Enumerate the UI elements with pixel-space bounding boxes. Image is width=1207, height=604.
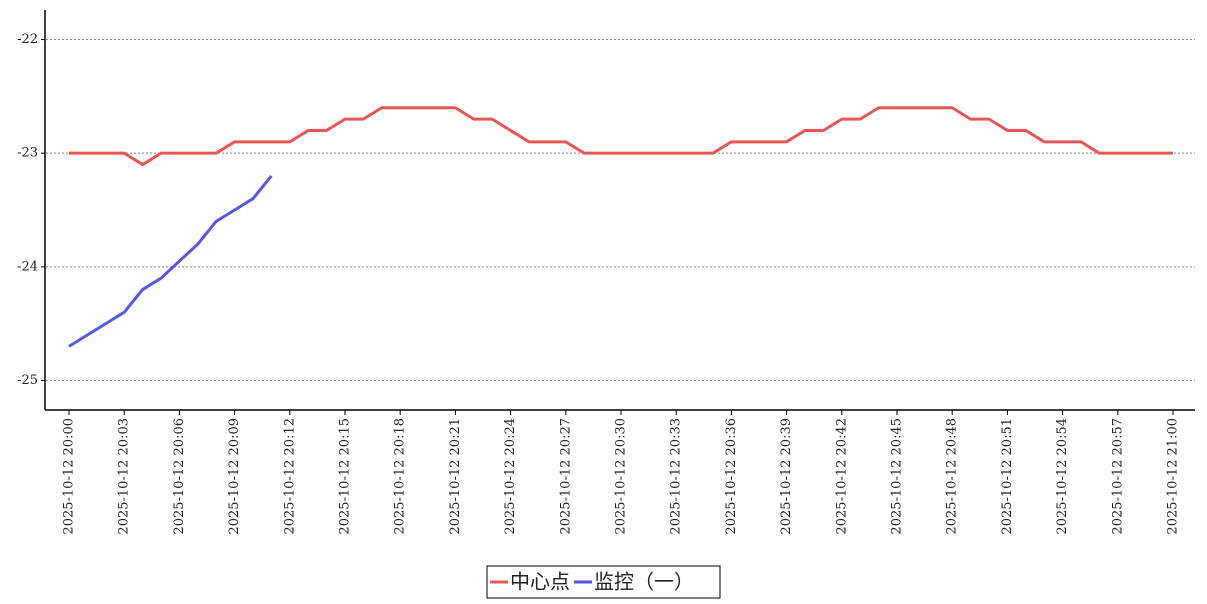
x-tick-label: 2025-10-12 20:00 <box>62 418 77 535</box>
y-tick-label: -25 <box>17 373 38 388</box>
x-tick-label: 2025-10-12 20:57 <box>1110 418 1125 535</box>
x-tick-label: 2025-10-12 20:27 <box>558 418 573 535</box>
x-tick-label: 2025-10-12 20:03 <box>117 418 132 535</box>
x-tick-label: 2025-10-12 20:45 <box>890 418 905 535</box>
legend-box <box>486 565 721 599</box>
legend-label: 中心点 <box>510 570 570 594</box>
x-tick-label: 2025-10-12 20:42 <box>834 418 849 535</box>
x-tick-label: 2025-10-12 20:48 <box>945 418 960 535</box>
legend-label: 监控（一） <box>594 570 694 594</box>
x-tick-label: 2025-10-12 20:54 <box>1055 418 1070 535</box>
x-tick-label: 2025-10-12 20:30 <box>614 418 629 535</box>
series-line <box>69 106 1173 167</box>
x-tick-label: 2025-10-12 20:33 <box>669 418 684 535</box>
y-tick-label: -24 <box>17 259 38 274</box>
x-tick-label: 2025-10-12 20:15 <box>338 418 353 535</box>
x-tick-label: 2025-10-12 20:51 <box>1000 418 1015 535</box>
x-tick-label: 2025-10-12 20:18 <box>393 418 408 535</box>
x-tick-label: 2025-10-12 21:00 <box>1166 418 1181 535</box>
x-tick-label: 2025-10-12 20:24 <box>503 418 518 535</box>
x-tick-label: 2025-10-12 20:36 <box>724 418 739 535</box>
x-tick-label: 2025-10-12 20:21 <box>448 418 463 535</box>
y-tick-label: -23 <box>17 146 38 161</box>
x-tick-label: 2025-10-12 20:12 <box>282 418 297 535</box>
series-line <box>68 174 273 348</box>
y-tick-label: -22 <box>17 32 38 47</box>
x-tick-label: 2025-10-12 20:39 <box>779 418 794 535</box>
x-tick-label: 2025-10-12 20:09 <box>227 418 242 535</box>
x-tick-label: 2025-10-12 20:06 <box>172 418 187 535</box>
